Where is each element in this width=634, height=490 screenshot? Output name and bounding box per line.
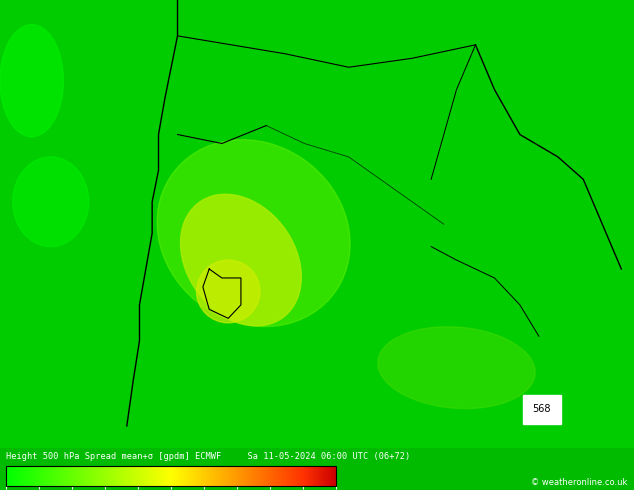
- Ellipse shape: [157, 140, 350, 327]
- Text: © weatheronline.co.uk: © weatheronline.co.uk: [531, 478, 628, 487]
- Ellipse shape: [181, 194, 301, 326]
- Text: 568: 568: [533, 404, 551, 415]
- Ellipse shape: [13, 157, 89, 246]
- Text: Height 500 hPa Spread mean+σ [gpdm] ECMWF     Sa 11-05-2024 06:00 UTC (06+72): Height 500 hPa Spread mean+σ [gpdm] ECMW…: [6, 452, 411, 461]
- Ellipse shape: [197, 260, 260, 323]
- Ellipse shape: [378, 327, 535, 409]
- Ellipse shape: [0, 24, 63, 137]
